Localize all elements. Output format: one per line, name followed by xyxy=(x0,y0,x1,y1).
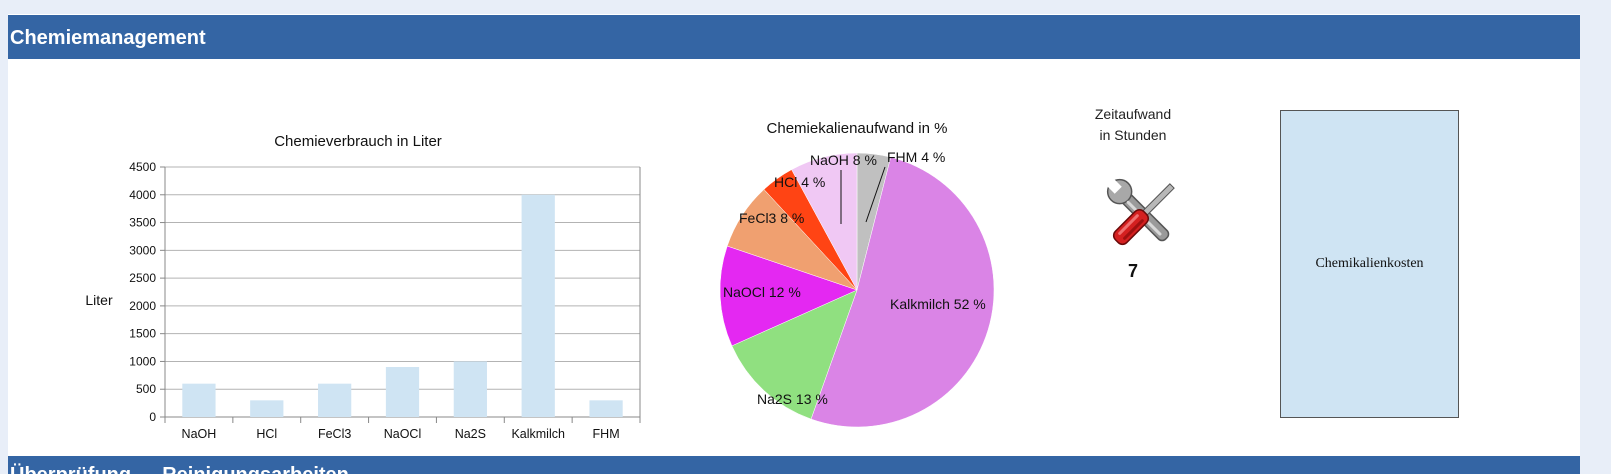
bar-xtick-label: FeCl3 xyxy=(318,427,351,441)
pie-label: NaOCl 12 % xyxy=(723,284,801,300)
bar-ytick-label: 3500 xyxy=(129,216,156,230)
bar-xtick-label: Kalkmilch xyxy=(511,427,565,441)
bar-xtick-label: FHM xyxy=(593,427,620,441)
pie-slice-na2s xyxy=(731,289,858,420)
bar-ytick-label: 1500 xyxy=(129,327,156,341)
pie-label: FeCl3 8 % xyxy=(739,210,804,226)
bar-ytick-label: 4500 xyxy=(129,160,156,174)
pie-chart-title: Chemiekalienaufwand in % xyxy=(767,120,948,137)
bar-xtick-label: HCl xyxy=(256,427,277,441)
bar-na2s xyxy=(453,361,487,417)
section-header-next: Überprüfung — Reinigungsarbeiten xyxy=(8,456,1580,474)
bar-ytick-label: 2500 xyxy=(129,271,156,285)
pie-label: NaOH 8 % xyxy=(810,152,877,168)
zeitaufwand-value: 7 xyxy=(1127,261,1138,281)
bar-chart-background xyxy=(65,122,653,446)
bar-chart: Chemieverbrauch in Liter Liter 0 500 1000 1… xyxy=(85,133,641,441)
chemikalienkosten-box[interactable]: Chemikalienkosten xyxy=(1280,110,1459,418)
tools-icon xyxy=(1106,178,1175,246)
bar-ytick-label: 3000 xyxy=(129,243,156,257)
pie-chart: Chemiekalienaufwand in % FHM 4 % Kalkmilc… xyxy=(719,120,995,428)
pie-label: HCl 4 % xyxy=(774,174,825,190)
zeitaufwand-title-line2: in Stunden xyxy=(1099,127,1167,143)
pie-label: Na2S 13 % xyxy=(757,391,828,407)
bar-xtick-label: Na2S xyxy=(455,427,486,441)
chemikalienkosten-label: Chemikalienkosten xyxy=(1315,256,1424,271)
pie-label: Kalkmilch 52 % xyxy=(890,296,986,312)
bar-ytick-label: 1000 xyxy=(129,354,156,368)
zeitaufwand-title-line1: Zeitaufwand xyxy=(1094,106,1172,122)
bar-chart-title: Chemieverbrauch in Liter xyxy=(274,133,442,150)
bar-hcl xyxy=(250,400,284,417)
bar-chart-ylabel: Liter xyxy=(85,292,113,308)
pie-slice-kalkmilch xyxy=(810,156,995,428)
pie-slice-naocl xyxy=(719,245,858,347)
right-strip xyxy=(1580,0,1611,474)
bar-xtick-label: NaOCl xyxy=(384,427,422,441)
bar-ytick-label: 500 xyxy=(136,382,156,396)
bar-naoh xyxy=(182,383,216,417)
zeitaufwand-title: Zeitaufwand in Stunden xyxy=(1080,104,1186,146)
bar-xtick-label: NaOH xyxy=(182,427,217,441)
bar-fhm xyxy=(589,400,623,417)
bar-ytick-label: 4000 xyxy=(129,188,156,202)
section-header-chemiemanagement: Chemiemanagement xyxy=(8,15,1580,59)
bar-ytick-label: 2000 xyxy=(129,299,156,313)
bar-ytick-label: 0 xyxy=(149,410,156,424)
pie-leader-line xyxy=(865,166,886,223)
bar-fecl3 xyxy=(318,383,352,417)
pie-label: FHM 4 % xyxy=(887,149,945,165)
bar-naocl xyxy=(385,367,420,417)
bar-kalkmilch xyxy=(521,194,555,417)
